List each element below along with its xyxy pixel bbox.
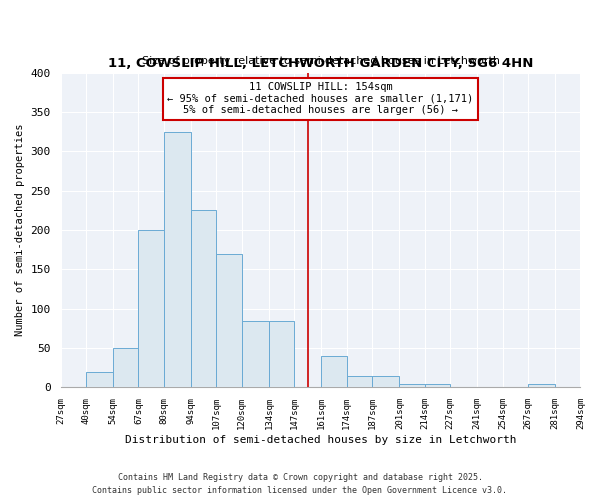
Bar (86, 372, 113, 388)
Bar (113, 348, 139, 388)
Bar (322, 356, 347, 388)
Bar (164, 132, 191, 388)
X-axis label: Distribution of semi-detached houses by size in Letchworth: Distribution of semi-detached houses by … (125, 435, 516, 445)
Bar (400, 384, 425, 388)
Bar (528, 384, 555, 388)
Text: Size of property relative to semi-detached houses in Letchworth: Size of property relative to semi-detach… (142, 56, 500, 66)
Text: Contains HM Land Registry data © Crown copyright and database right 2025.
Contai: Contains HM Land Registry data © Crown c… (92, 474, 508, 495)
Bar (425, 384, 450, 388)
Bar (139, 230, 164, 388)
Text: 11 COWSLIP HILL: 154sqm
← 95% of semi-detached houses are smaller (1,171)
5% of : 11 COWSLIP HILL: 154sqm ← 95% of semi-de… (167, 82, 473, 116)
Bar (217, 254, 242, 388)
Bar (269, 320, 294, 388)
Bar (242, 320, 269, 388)
Bar (347, 376, 372, 388)
Title: 11, COWSLIP HILL, LETCHWORTH GARDEN CITY, SG6 4HN: 11, COWSLIP HILL, LETCHWORTH GARDEN CITY… (108, 57, 533, 70)
Y-axis label: Number of semi-detached properties: Number of semi-detached properties (15, 124, 25, 336)
Bar (372, 376, 400, 388)
Bar (191, 210, 217, 388)
